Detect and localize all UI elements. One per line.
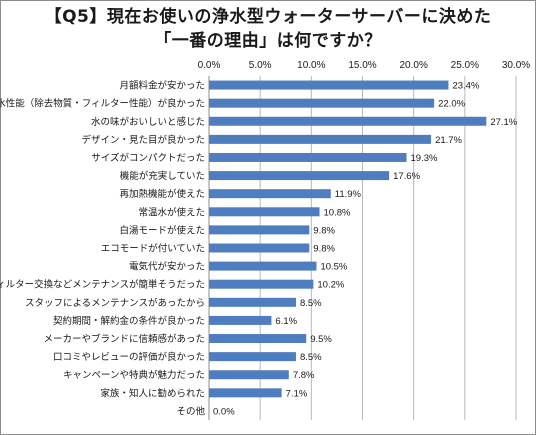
category-label: 水の味がおいしいと感じた — [91, 116, 205, 128]
category-label: メーカーやブランドに信頼感があった — [43, 333, 205, 345]
x-tick-label: 15.0% — [348, 60, 376, 71]
chart-title-line-2: 「一番の理由」は何ですか？ — [154, 31, 382, 51]
category-label: デザイン・見た目が良かった — [81, 134, 205, 146]
bar — [209, 315, 272, 325]
bar — [209, 207, 320, 217]
category-label: 白湯モードが使えた — [119, 224, 205, 236]
x-tick-label: 25.0% — [451, 60, 479, 71]
x-tick-label: 5.0% — [249, 60, 272, 71]
bar — [209, 98, 435, 108]
category-label: 電気代が安かった — [129, 261, 205, 273]
category-label: フィルター交換などメンテナンスが簡単そうだった — [0, 279, 205, 291]
x-tick-label: 10.0% — [297, 60, 325, 71]
gridlines — [208, 76, 517, 420]
value-label: 7.8% — [293, 370, 315, 381]
value-label: 10.2% — [317, 280, 344, 291]
bar — [209, 279, 314, 289]
category-label: 浄水性能（除去物質・フィルター性能）が良かった — [0, 98, 205, 110]
category-label: 家族・知人に勧められた — [100, 387, 205, 399]
value-label: 21.7% — [435, 135, 462, 146]
value-label: 19.3% — [411, 153, 438, 164]
category-label: 常温水が使えた — [138, 206, 205, 218]
bar — [209, 134, 432, 144]
bar — [209, 261, 317, 271]
value-label: 17.6% — [393, 171, 420, 182]
bar — [209, 352, 296, 362]
category-label: 再加熱機能が使えた — [119, 188, 205, 200]
category-label: その他 — [176, 405, 205, 417]
category-label: エコモードが付いていた — [101, 243, 205, 255]
value-label: 9.8% — [313, 244, 335, 255]
category-label: スタッフによるメンテナンスがあったから — [25, 297, 205, 309]
value-labels: 23.4% 22.0% 27.1% 21.7% 19.3% 17.6% 11.9% 10.8%… — [213, 81, 518, 418]
value-label: 9.5% — [310, 334, 332, 345]
bar — [209, 189, 331, 199]
bar — [209, 116, 487, 126]
value-label: 22.0% — [438, 99, 465, 110]
bar — [209, 297, 296, 307]
bar — [209, 243, 310, 253]
bars — [209, 80, 487, 398]
category-label: 契約期間・解約金の条件が良かった — [53, 315, 205, 327]
value-label: 6.1% — [275, 316, 297, 327]
bar — [209, 388, 282, 398]
x-tick-label: 0.0% — [198, 60, 221, 71]
bar — [209, 370, 289, 380]
value-label: 11.9% — [335, 189, 362, 200]
value-label: 0.0% — [213, 406, 235, 417]
category-label: 機能が充実していた — [120, 170, 205, 182]
bar — [209, 225, 310, 235]
category-labels: 月額料金が安かった浄水性能（除去物質・フィルター性能）が良かった水の味がおいしい… — [0, 80, 205, 418]
bar — [209, 334, 307, 344]
category-label: 月額料金が安かった — [119, 80, 205, 92]
value-label: 23.4% — [452, 81, 479, 92]
x-tick-label: 20.0% — [399, 60, 427, 71]
bar — [209, 171, 390, 181]
x-axis-ticks: 0.0% 5.0% 10.0% 15.0% 20.0% 25.0% 30.0% — [198, 60, 531, 71]
value-label: 10.8% — [324, 207, 351, 218]
value-label: 8.5% — [300, 298, 322, 309]
chart-title-line-1: 【Q5】現在お使いの浄水型ウォーターサーバーに決めた — [44, 7, 492, 27]
category-label: サイズがコンパクトだった — [91, 152, 205, 164]
value-label: 7.1% — [286, 388, 308, 399]
category-label: 口コミやレビューの評価が良かった — [53, 351, 205, 363]
value-label: 27.1% — [490, 117, 517, 128]
category-label: キャンペーンや特典が魅力だった — [63, 369, 205, 381]
value-label: 10.5% — [320, 262, 347, 273]
value-label: 8.5% — [300, 352, 322, 363]
x-tick-label: 30.0% — [502, 60, 530, 71]
bar — [209, 80, 449, 90]
value-label: 9.8% — [313, 225, 335, 236]
bar — [209, 152, 407, 162]
